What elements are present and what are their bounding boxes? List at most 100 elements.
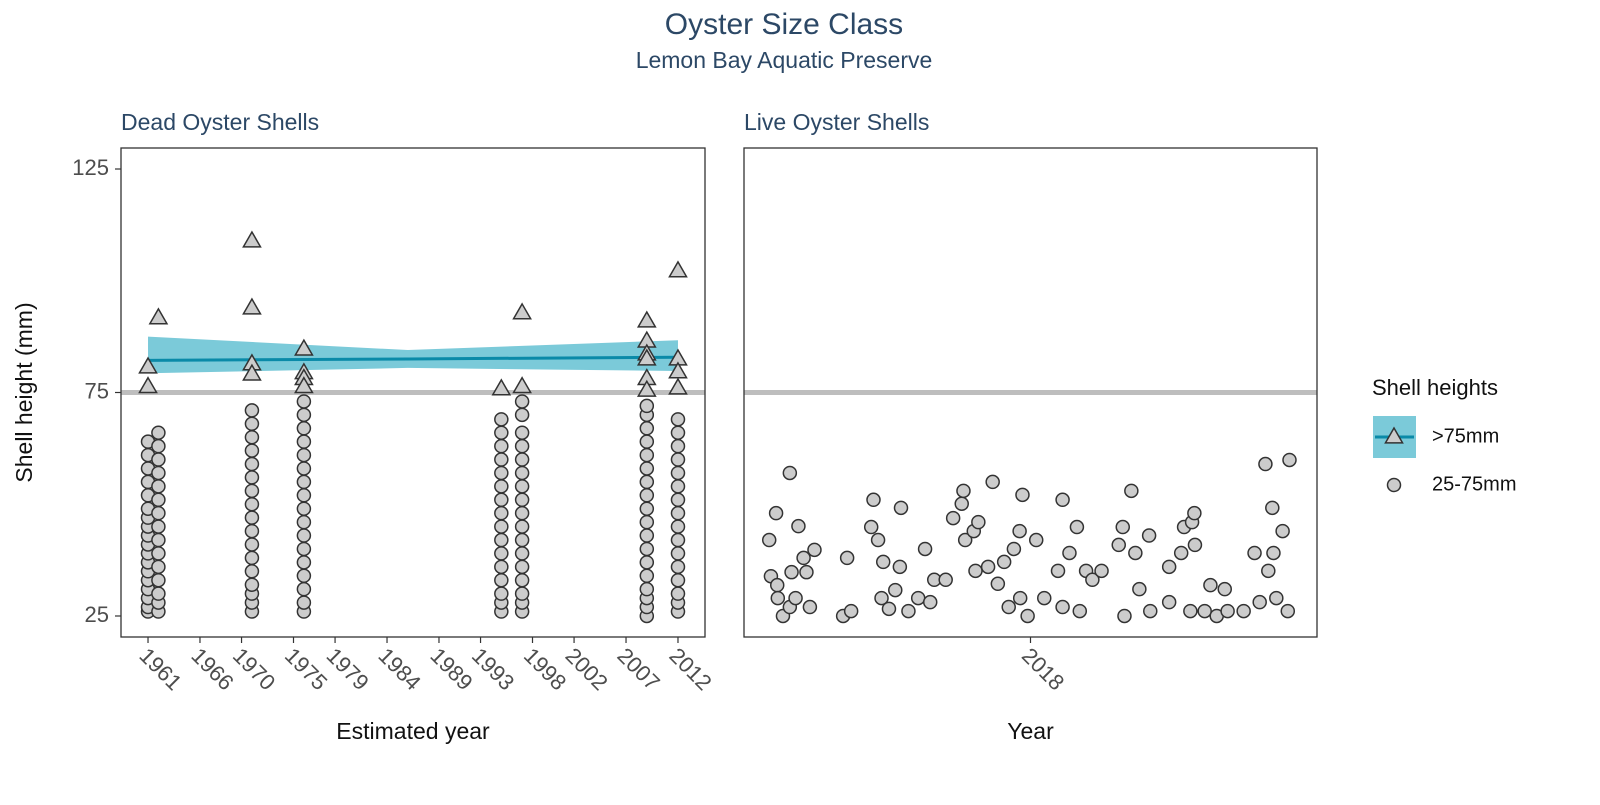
circle-point [494, 425, 509, 440]
triangle-point [138, 356, 158, 374]
circle-point [670, 465, 686, 481]
circle-point [1266, 545, 1281, 561]
circle-point [244, 537, 260, 552]
circle-point [1183, 603, 1198, 619]
circle-point [244, 564, 260, 579]
circle-point [782, 465, 798, 481]
circle-point [514, 492, 530, 508]
circle-point [807, 542, 822, 558]
circle-point [514, 394, 530, 409]
circle-point [670, 505, 686, 521]
circle-point [151, 572, 166, 588]
circle-point [639, 528, 655, 543]
circle-point [1037, 590, 1052, 606]
circle-point [1197, 603, 1212, 619]
circle-point [1203, 577, 1218, 593]
circle-point [639, 447, 655, 463]
circle-point [514, 479, 530, 494]
circle-point [980, 559, 996, 575]
circle-point [870, 532, 886, 548]
x-tick-label: 1979 [322, 643, 374, 695]
triangle-point [668, 260, 688, 278]
triangle-point [242, 363, 262, 381]
triangle-point [636, 310, 657, 328]
circle-point [494, 465, 509, 481]
circle-point [799, 564, 814, 580]
circle-point [296, 581, 312, 597]
panel-title: Dead Oyster Shells [121, 109, 319, 135]
circle-point [1161, 559, 1177, 575]
circle-point [244, 416, 260, 432]
legend-triangle [1384, 426, 1404, 444]
circle-point [769, 577, 785, 593]
circle-point [1269, 590, 1284, 606]
y-tick-label: 75 [85, 378, 109, 403]
circle-point [639, 488, 655, 503]
triangle-point [636, 379, 657, 397]
circle-point [514, 452, 530, 467]
circle-point [1161, 594, 1177, 610]
x-tick-label: 1970 [228, 643, 280, 695]
circle-point [514, 465, 530, 481]
circle-point [1217, 581, 1232, 597]
circle-point [1055, 599, 1070, 615]
circle-point [514, 438, 530, 454]
circle-point [1028, 532, 1044, 548]
circle-point [996, 554, 1012, 570]
circle-point [866, 492, 881, 508]
y-axis-label: Shell height (mm) [11, 302, 37, 482]
circle-point [1050, 563, 1066, 579]
circle-point [1261, 563, 1276, 579]
circle-point [839, 550, 855, 566]
circle-point [151, 532, 166, 548]
chart-subtitle: Lemon Bay Aquatic Preserve [636, 47, 933, 73]
circle-point [788, 590, 803, 606]
circle-point [296, 434, 312, 449]
circle-point [956, 483, 971, 499]
circle-point [494, 586, 509, 601]
circle-point [1020, 608, 1035, 624]
circle-point [244, 577, 260, 592]
circle-point [514, 546, 530, 561]
circle-point [1265, 500, 1280, 516]
circle-point [296, 595, 312, 610]
circle-point [670, 438, 686, 454]
circle-point [910, 590, 926, 606]
circle-point [296, 461, 312, 476]
circle-point [151, 559, 166, 575]
circle-point [954, 496, 969, 512]
x-tick-label: 1984 [373, 643, 425, 695]
legend-label: 25-75mm [1432, 473, 1516, 495]
circle-point [639, 541, 655, 557]
circle-point [494, 505, 509, 521]
circle-point [494, 452, 509, 467]
circle-point [770, 590, 786, 606]
circle-point [244, 550, 260, 566]
circle-point [768, 505, 784, 521]
circle-point [843, 603, 859, 619]
x-tick-label: 1961 [134, 643, 186, 695]
x-tick-label: 1966 [186, 643, 238, 695]
circle-point [1275, 523, 1290, 539]
circle-point [244, 523, 260, 539]
circle-point [1282, 452, 1297, 468]
circle-point [514, 519, 530, 534]
circle-point [1247, 545, 1262, 561]
circle-point [296, 488, 312, 503]
triangle-point [636, 348, 657, 366]
circle-point [761, 532, 777, 548]
confidence-ribbon [148, 336, 678, 374]
circle-point [1012, 590, 1028, 606]
x-tick-label: 2018 [1017, 643, 1069, 695]
circle-point [514, 407, 530, 423]
circle-point [244, 429, 260, 445]
circle-point [1001, 599, 1016, 615]
circle-point [296, 528, 312, 543]
triangle-point [294, 376, 314, 394]
legend-label: >75mm [1432, 425, 1499, 447]
circle-point [1115, 519, 1131, 535]
triangle-point [668, 377, 688, 395]
circle-point [494, 559, 509, 575]
circle-point [1069, 519, 1085, 535]
circle-point [296, 394, 312, 409]
